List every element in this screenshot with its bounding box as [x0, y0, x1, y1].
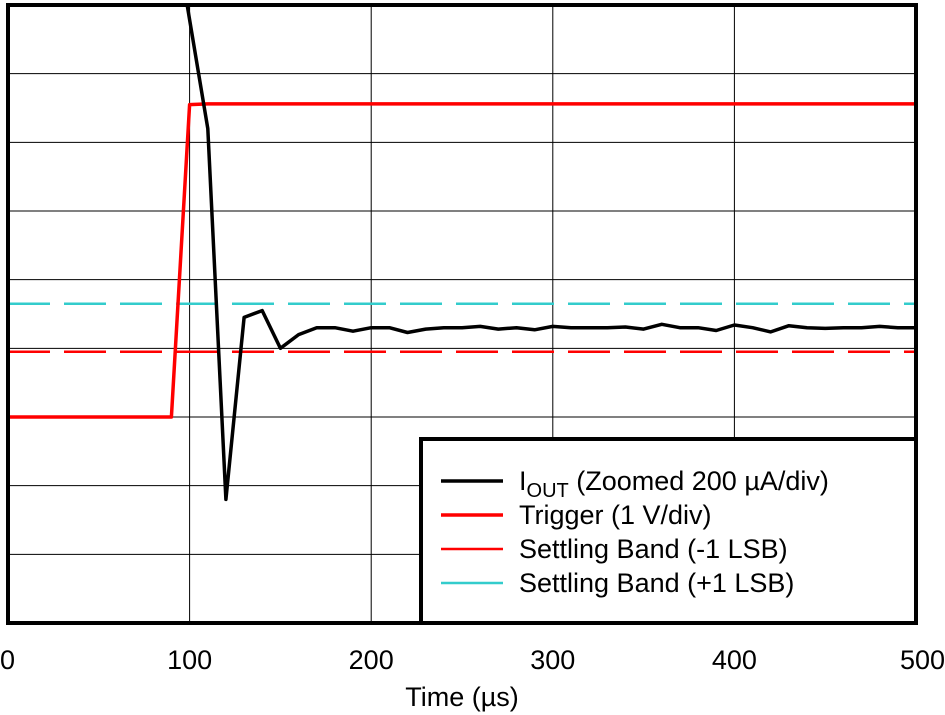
x-tick-label: 0 — [0, 645, 15, 675]
legend-box — [419, 437, 918, 625]
legend-label-3: Settling Band (+1 LSB) — [519, 568, 794, 598]
x-tick-label: 400 — [712, 645, 757, 675]
series-line-0 — [185, 5, 916, 502]
x-tick-labels: 0 100 200 300 400 500 — [0, 645, 945, 675]
legend-label-0: IOUT (Zoomed 200 µA/div) — [519, 466, 829, 502]
x-tick-label: 200 — [349, 645, 394, 675]
legend-label-2: Settling Band (-1 LSB) — [519, 534, 788, 564]
legend: IOUT (Zoomed 200 µA/div)Trigger (1 V/div… — [419, 437, 918, 625]
x-tick-label: 100 — [167, 645, 212, 675]
series-line-1 — [8, 102, 916, 419]
series-layer — [8, 5, 916, 502]
x-tick-label: 300 — [530, 645, 575, 675]
gridlines — [8, 5, 916, 623]
legend-label-1: Trigger (1 V/div) — [519, 500, 712, 530]
x-axis-title: Time (µs) — [405, 682, 519, 712]
x-tick-label: 500 — [900, 645, 945, 675]
